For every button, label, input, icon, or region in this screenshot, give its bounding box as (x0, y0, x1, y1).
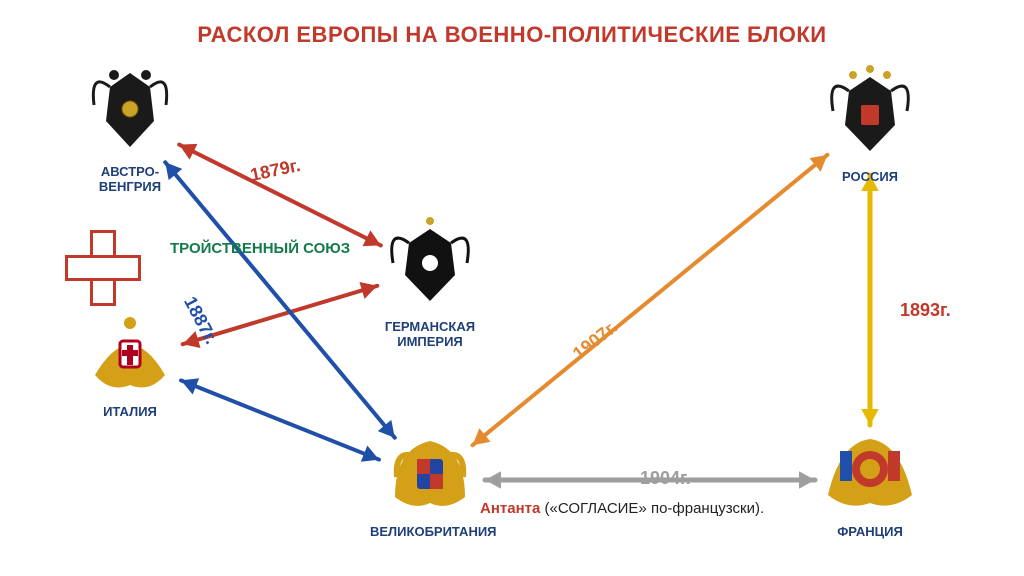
france-coat-icon (810, 425, 930, 515)
page-title: РАСКОЛ ЕВРОПЫ НА ВОЕННО-ПОЛИТИЧЕСКИЕ БЛО… (0, 22, 1024, 48)
edge-label: 1893г. (900, 300, 951, 321)
britain-coat-icon (375, 425, 485, 515)
edge-label: 1879г. (248, 155, 302, 186)
entente-rest: («СОГЛАСИЕ» по-французски). (540, 500, 764, 517)
node-austria: АВСТРО-ВЕНГРИЯ (70, 65, 190, 194)
node-france: ФРАНЦИЯ (810, 425, 930, 539)
node-germany: ГЕРМАНСКАЯ ИМПЕРИЯ (370, 215, 490, 349)
triple-alliance-text: ТРОЙСТВЕННЫЙ СОЮЗ (170, 240, 350, 257)
diagram-stage: РАСКОЛ ЕВРОПЫ НА ВОЕННО-ПОЛИТИЧЕСКИЕ БЛО… (0, 0, 1024, 576)
entente-caption: Антанта («СОГЛАСИЕ» по-французски). (480, 500, 764, 517)
node-russia-label: РОССИЯ (810, 169, 930, 184)
edge-label: 1904г. (640, 468, 691, 489)
node-italy-label: ИТАЛИЯ (70, 404, 190, 419)
italy-coat-icon (80, 305, 180, 395)
node-britain-label: ВЕЛИКОБРИТАНИЯ (370, 524, 490, 539)
node-germany-label1: ГЕРМАНСКАЯ (370, 319, 490, 334)
node-austria-label: АВСТРО-ВЕНГРИЯ (70, 164, 190, 194)
node-france-label: ФРАНЦИЯ (810, 524, 930, 539)
node-germany-label2: ИМПЕРИЯ (370, 334, 490, 349)
edge-label: 1907г. (569, 317, 622, 365)
redcross-text: 1882г. (77, 256, 122, 274)
title-text: РАСКОЛ ЕВРОПЫ НА ВОЕННО-ПОЛИТИЧЕСКИЕ БЛО… (197, 22, 826, 47)
triple-alliance-label: ТРОЙСТВЕННЫЙ СОЮЗ (170, 240, 350, 257)
node-britain: ВЕЛИКОБРИТАНИЯ (370, 425, 490, 539)
redcross-1882: 1882г. (65, 230, 135, 300)
austria-coat-icon (80, 65, 180, 155)
node-italy: ИТАЛИЯ (70, 305, 190, 419)
russia-coat-icon (815, 65, 925, 160)
entente-word: Антанта (480, 500, 540, 517)
node-russia: РОССИЯ (810, 65, 930, 184)
germany-coat-icon (375, 215, 485, 310)
